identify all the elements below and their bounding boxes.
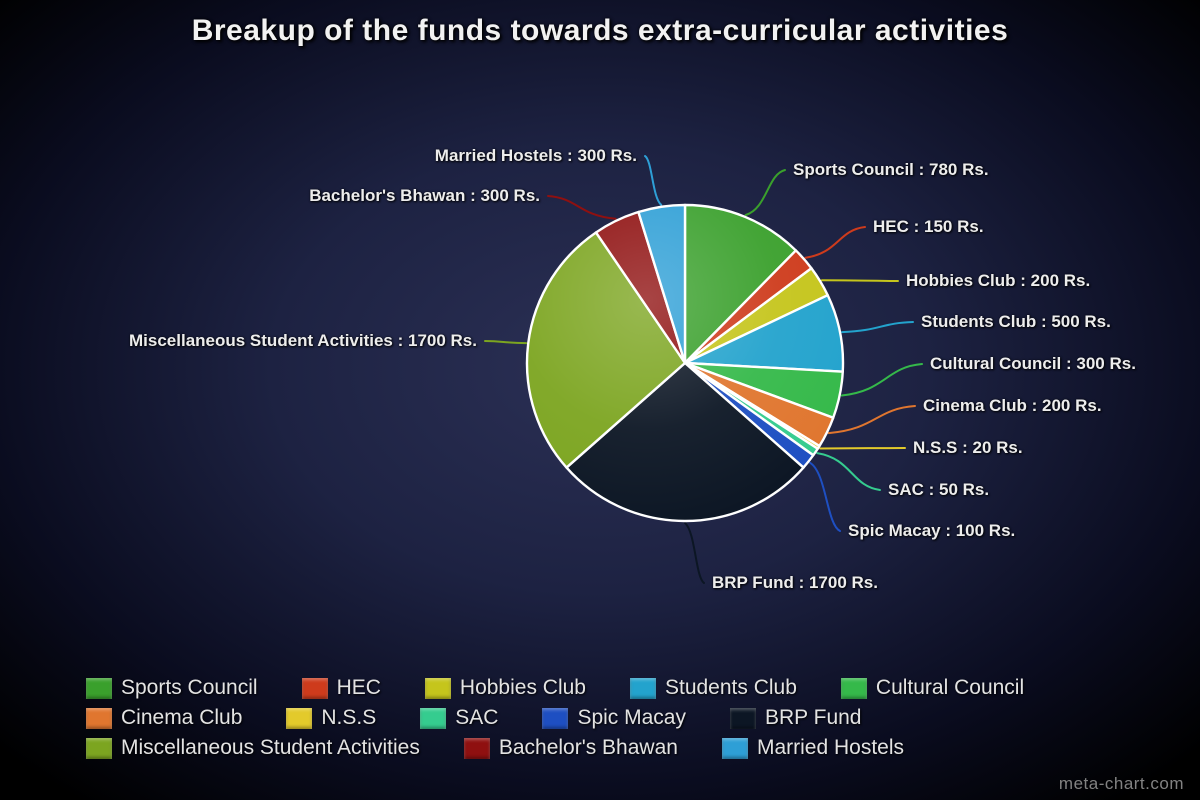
legend-item: Students Club — [629, 676, 797, 700]
pie-slices — [525, 203, 845, 523]
leader-line — [816, 452, 881, 491]
slice-callout: HEC : 150 Rs. — [873, 217, 984, 236]
slice-callout: Hobbies Club : 200 Rs. — [906, 271, 1091, 290]
legend-item: Cinema Club — [86, 706, 242, 730]
legend-label: Bachelor's Bhawan — [498, 736, 678, 759]
chart-legend: Sports Council HEC Hobbies Club Students Cl… — [86, 676, 1130, 760]
legend-label: Sports Council — [121, 676, 258, 699]
legend-swatch — [86, 737, 112, 759]
slice-callout: N.S.S : 20 Rs. — [913, 438, 1023, 457]
slice-callout: Miscellaneous Student Activities : 1700 … — [129, 331, 477, 350]
slice-callout: BRP Fund : 1700 Rs. — [712, 573, 878, 592]
legend-label: Cultural Council — [875, 676, 1025, 699]
slice-callout: Cultural Council : 300 Rs. — [930, 354, 1136, 373]
legend-swatch — [286, 707, 313, 729]
slice-callout: Married Hostels : 300 Rs. — [434, 146, 637, 165]
legend-item: Hobbies Club — [424, 676, 586, 700]
legend-swatch — [86, 707, 112, 729]
leader-line — [684, 522, 705, 584]
legend-item: Spic Macay — [542, 706, 686, 730]
legend-swatch — [424, 677, 451, 699]
slice-callout: Bachelor's Bhawan : 300 Rs. — [309, 186, 540, 205]
legend-swatch — [463, 737, 490, 759]
legend-label: Married Hostels — [756, 736, 904, 759]
legend-label: Hobbies Club — [459, 676, 586, 699]
slice-callout: Students Club : 500 Rs. — [921, 312, 1111, 331]
legend-label: Spic Macay — [577, 706, 686, 729]
watermark: meta-chart.com — [1058, 774, 1184, 793]
leader-line — [827, 405, 916, 435]
legend-swatch — [840, 677, 867, 699]
leader-line — [744, 169, 786, 216]
leader-line — [484, 340, 528, 345]
leader-line — [841, 321, 914, 334]
legend-item: BRP Fund — [729, 706, 862, 730]
legend-item: Sports Council — [86, 676, 258, 700]
legend-swatch — [729, 707, 756, 729]
legend-label: Miscellaneous Student Activities — [121, 736, 420, 759]
legend-label: Students Club — [664, 676, 797, 699]
leader-line — [840, 363, 923, 397]
leader-line — [820, 279, 899, 282]
legend-label: BRP Fund — [764, 706, 862, 729]
legend-swatch — [721, 737, 748, 759]
legend-item: Bachelor's Bhawan — [463, 736, 678, 760]
legend-swatch — [629, 677, 656, 699]
legend-item: SAC — [420, 706, 498, 730]
legend-label: Cinema Club — [121, 706, 243, 729]
legend-swatch — [542, 707, 569, 729]
legend-swatch — [86, 677, 112, 699]
legend-label: N.S.S — [321, 706, 377, 729]
legend-swatch — [301, 677, 328, 699]
legend-item: Miscellaneous Student Activities — [86, 736, 420, 760]
leader-line — [547, 195, 617, 220]
leader-line — [644, 155, 663, 206]
slice-callout: Spic Macay : 100 Rs. — [848, 521, 1016, 540]
legend-item: N.S.S — [286, 706, 376, 730]
leader-line — [809, 461, 841, 532]
legend-swatch — [420, 707, 447, 729]
leader-line — [804, 226, 866, 259]
legend-label: HEC — [336, 676, 381, 699]
leader-line — [819, 447, 906, 450]
legend-label: SAC — [455, 706, 499, 729]
chart-title: Breakup of the funds towards extra-curri… — [191, 14, 1009, 47]
legend-item: Married Hostels — [721, 736, 904, 760]
slice-callout: Sports Council : 780 Rs. — [793, 160, 989, 179]
legend-item: HEC — [301, 676, 381, 700]
slice-callout: Cinema Club : 200 Rs. — [923, 396, 1102, 415]
slice-callout: SAC : 50 Rs. — [888, 480, 990, 499]
legend-item: Cultural Council — [840, 676, 1025, 700]
